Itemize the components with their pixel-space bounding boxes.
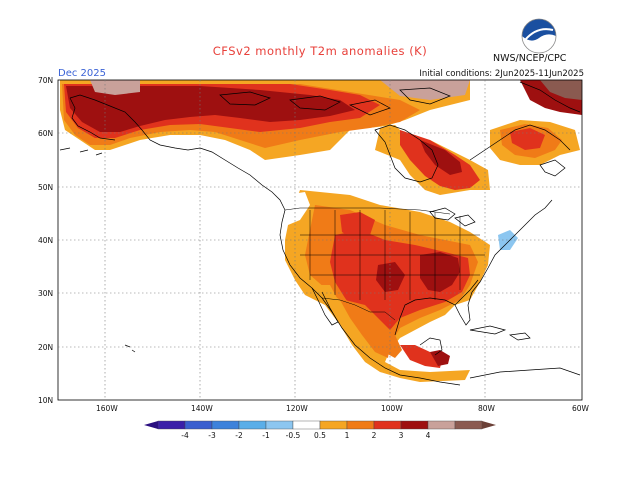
colorbar-segment: [157, 420, 186, 430]
colorbar-segment: [319, 420, 348, 430]
colorbar-tick-label: 0.5: [314, 431, 326, 440]
lat-label-40n: 40N: [38, 236, 53, 245]
colorbar-segment: [238, 420, 267, 430]
lon-label-60w: 60W: [572, 404, 590, 413]
noaa-logo: [521, 18, 557, 54]
anomaly-region-arctic-brown: [90, 80, 140, 95]
forecast-month: Dec 2025: [58, 68, 106, 79]
colorbar-segment: [265, 420, 294, 430]
colorbar: -4 -3 -2 -1 -0.5 0.5 1 2 3 4: [144, 420, 496, 440]
lat-label-70n: 70N: [38, 76, 53, 85]
anomaly-region-greenland-brown: [540, 80, 582, 100]
colorbar-segment: [346, 420, 375, 430]
colorbar-tick-label: 4: [426, 431, 431, 440]
lat-label-60n: 60N: [38, 129, 53, 138]
colorbar-segment: [373, 420, 402, 430]
graticule: [58, 80, 582, 400]
lon-label-120w: 120W: [286, 404, 308, 413]
lat-label-10n: 10N: [38, 396, 53, 405]
lon-label-100w: 100W: [381, 404, 403, 413]
colorbar-tick-label: 3: [399, 431, 404, 440]
anomaly-region-alaska-darkred: [66, 86, 355, 132]
anomaly-region-mexico-orange: [345, 300, 402, 358]
coastlines: [59, 81, 581, 386]
colorbar-segment: [400, 420, 429, 430]
colorbar-segment: [292, 420, 321, 430]
anomaly-region-labrador-red: [510, 128, 545, 150]
longitude-labels: 160W 140W 120W 100W 80W 60W: [96, 404, 590, 413]
colorbar-segment: [454, 420, 483, 430]
lat-label-20n: 20N: [38, 343, 53, 352]
agency-label: NWS/NCEP/CPC: [493, 53, 567, 64]
colorbar-tick-label: 2: [372, 431, 377, 440]
anomaly-region-midwest-red: [340, 212, 375, 240]
colorbar-tick-label: 1: [345, 431, 350, 440]
colorbar-arrow-low: [144, 421, 158, 429]
latitude-labels: 70N 60N 50N 40N 30N 20N 10N: [38, 76, 53, 405]
colorbar-tick-label: -4: [181, 431, 189, 440]
colorbar-tick-label: -1: [262, 431, 270, 440]
colorbar-segment: [184, 420, 213, 430]
lat-label-50n: 50N: [38, 183, 53, 192]
colorbar-tick-label: -0.5: [286, 431, 301, 440]
anomaly-region-texas-darkred: [376, 262, 405, 292]
lon-label-140w: 140W: [191, 404, 213, 413]
anomaly-region-centralamerica-darkred: [430, 350, 450, 366]
anomaly-region-centralamerica-red: [400, 345, 442, 368]
colorbar-segment: [427, 420, 456, 430]
lat-label-30n: 30N: [38, 289, 53, 298]
anomaly-region-baja: [318, 285, 345, 322]
lon-label-80w: 80W: [478, 404, 496, 413]
political-borders: [284, 207, 485, 321]
lon-label-160w: 160W: [96, 404, 118, 413]
map-title: CFSv2 monthly T2m anomalies (K): [212, 44, 428, 58]
colorbar-arrow-high: [482, 421, 496, 429]
initial-conditions: Initial conditions: 2Jun2025-11Jun2025: [419, 69, 584, 79]
anomaly-region-gulf-darkred: [420, 252, 460, 292]
colorbar-tick-label: -3: [208, 431, 216, 440]
colorbar-tick-label: -2: [235, 431, 243, 440]
anomaly-region-eastcoast-blue: [498, 230, 518, 250]
colorbar-segment: [211, 420, 240, 430]
